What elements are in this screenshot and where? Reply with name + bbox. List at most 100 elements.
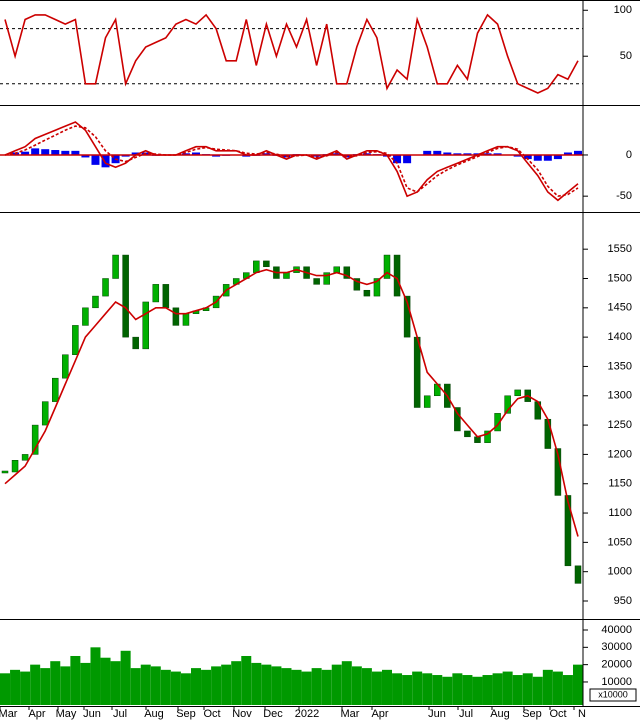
x-tick-label: Jul — [459, 708, 473, 720]
volume-bar — [251, 662, 262, 705]
candle — [152, 284, 160, 303]
y-tick-label: 1000 — [608, 566, 632, 578]
histogram-bar — [181, 153, 190, 155]
volume-bar — [241, 655, 252, 705]
unit-label: x10000 — [598, 689, 628, 699]
volume-bar — [472, 676, 483, 705]
candle — [1, 470, 9, 474]
histogram-bar — [212, 154, 221, 157]
candle — [373, 278, 381, 297]
x-tick-label: Sep — [522, 708, 542, 720]
volume-bar — [422, 673, 433, 705]
volume-bar — [80, 662, 91, 705]
candle — [343, 266, 351, 279]
histogram-bar — [433, 150, 442, 155]
volume-bar — [110, 661, 121, 705]
x-tick-label: Mar — [0, 708, 18, 720]
histogram-bar — [362, 153, 371, 155]
candle — [62, 354, 69, 379]
histogram-bar — [51, 150, 60, 155]
volume-bar — [452, 673, 463, 705]
histogram-bar — [543, 154, 552, 161]
volume-bar — [311, 668, 322, 705]
histogram-bar — [81, 154, 90, 158]
volume-bar — [341, 661, 352, 705]
volume-bar — [211, 666, 222, 705]
histogram-bar — [312, 154, 321, 157]
candle — [393, 254, 401, 297]
volume-bar — [20, 671, 31, 705]
histogram-bar — [192, 152, 200, 155]
x-tick-label: Nov — [232, 708, 252, 720]
y-tick-label: 1500 — [608, 272, 632, 284]
candle — [423, 395, 431, 408]
candle — [92, 295, 99, 309]
candle — [464, 430, 471, 438]
volume-bar — [382, 669, 392, 705]
candle — [132, 336, 139, 350]
volume-bar — [301, 671, 312, 705]
candle — [474, 436, 481, 443]
volume-bar — [432, 675, 443, 705]
volume-bar — [361, 668, 372, 705]
volume-bar — [191, 668, 201, 705]
candle — [182, 313, 190, 326]
volume-bar — [502, 671, 513, 705]
candle — [574, 565, 582, 584]
y-tick-label: 1100 — [608, 507, 632, 519]
volume-bar — [180, 673, 191, 705]
volume-bar — [562, 675, 573, 705]
volume-bar — [532, 676, 543, 705]
volume-bar — [442, 676, 453, 705]
x-tick-label: Aug — [490, 708, 510, 720]
volume-bar — [492, 673, 503, 705]
y-tick-label: 10000 — [601, 676, 632, 688]
candle — [403, 295, 411, 338]
volume-bar — [573, 664, 583, 705]
y-tick-label: 1250 — [608, 419, 632, 431]
histogram-bar — [553, 154, 562, 160]
candle — [21, 454, 29, 461]
y-tick-label: 950 — [614, 595, 632, 607]
histogram-bar — [91, 154, 100, 165]
histogram-bar — [121, 154, 130, 157]
volume-bar — [231, 661, 242, 705]
x-tick-label: Mar — [341, 708, 360, 720]
volume-bar — [140, 664, 151, 705]
candle — [162, 284, 170, 309]
x-tick-label: Jun — [428, 708, 446, 720]
histogram-bar — [41, 149, 50, 155]
volume-bar — [261, 664, 272, 705]
histogram-bar — [61, 150, 70, 155]
candle — [564, 495, 572, 567]
volume-bar — [10, 669, 21, 705]
volume-bar — [291, 669, 302, 705]
volume-bar — [221, 664, 232, 705]
candle — [72, 325, 79, 355]
candle — [11, 460, 19, 473]
histogram-bar — [483, 153, 492, 155]
histogram-bar — [493, 153, 502, 155]
candle — [142, 301, 149, 350]
volume-bar — [90, 647, 101, 705]
histogram-bar — [513, 154, 522, 157]
volume-bar — [50, 661, 61, 705]
volume-bar — [351, 666, 362, 705]
volume-bar — [462, 675, 473, 705]
candle — [353, 278, 361, 291]
candle — [52, 377, 59, 402]
y-tick-label: 1550 — [608, 243, 632, 255]
y-tick-label: 100 — [614, 4, 632, 16]
y-tick-label: 1150 — [608, 478, 632, 490]
unit-box — [589, 688, 637, 702]
volume-bar — [150, 666, 161, 705]
histogram-bar — [393, 154, 402, 164]
volume-bar — [60, 666, 71, 705]
y-tick-label: 40000 — [601, 624, 632, 636]
volume-bar — [201, 669, 212, 705]
histogram-bar — [463, 153, 472, 155]
volume-bar — [552, 671, 563, 705]
y-tick-label: 30000 — [601, 641, 632, 653]
